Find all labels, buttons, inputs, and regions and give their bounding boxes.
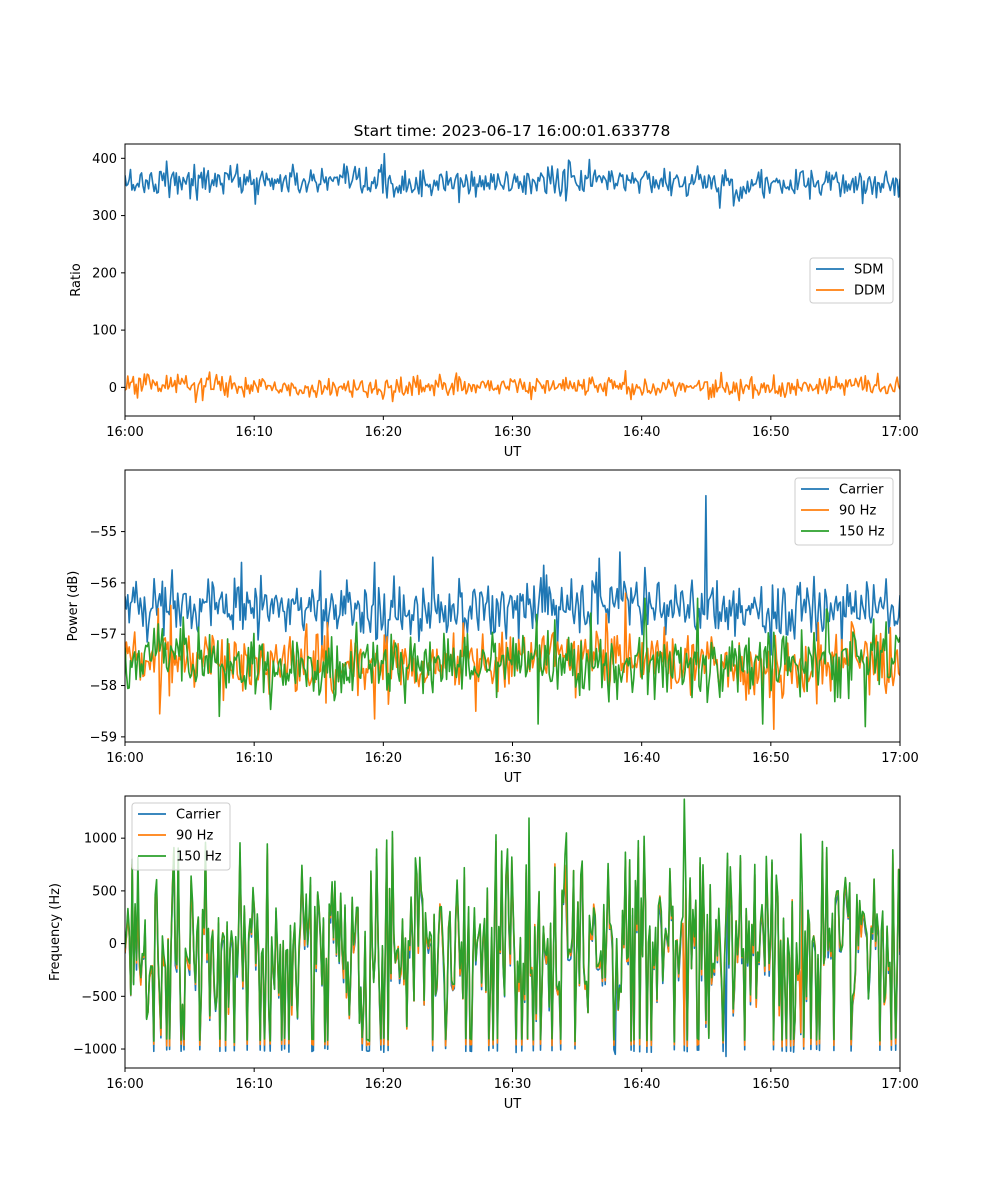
x-tick-label: 16:30 [494, 751, 531, 766]
y-tick-label: −59 [90, 730, 117, 745]
y-tick-label: 0 [109, 937, 117, 952]
series-lines [125, 152, 900, 404]
legend-entry: 90 Hz [839, 504, 876, 519]
series-lines [125, 798, 900, 1058]
x-tick-label: 16:50 [752, 425, 789, 440]
legend-box [794, 477, 894, 546]
x-tick-label: 17:00 [881, 751, 918, 766]
chart-title: Start time: 2023-06-17 16:00:01.633778 [354, 122, 671, 140]
legend-entry: DDM [854, 284, 885, 299]
x-tick-label: 16:40 [623, 1077, 660, 1092]
y-tick-label: −57 [90, 628, 117, 643]
legend-entry: 150 Hz [176, 850, 222, 865]
y-tick-label: 1000 [84, 832, 117, 847]
chart-panel-2: 16:00 16:10 16:20 16:30 16:40 16:50 17:00 UT −55… [66, 469, 919, 786]
x-tick-label: 17:00 [881, 1077, 918, 1092]
x-axis-label: UT [504, 445, 522, 460]
legend-entry: 150 Hz [839, 525, 885, 540]
series-line-sdm [125, 152, 900, 209]
legend: SDM DDM [809, 257, 894, 304]
x-tick-label: 16:30 [494, 1077, 531, 1092]
legend-entry: Carrier [176, 808, 221, 823]
series-line-150-hz [125, 798, 900, 1044]
y-axis-label: Frequency (Hz) [48, 883, 63, 981]
x-tick-label: 16:00 [106, 751, 143, 766]
x-tick-label: 16:10 [235, 1077, 272, 1092]
x-axis-label: UT [504, 771, 522, 786]
x-tick-label: 16:50 [752, 751, 789, 766]
y-tick-label: −55 [90, 525, 117, 540]
y-tick-label: −500 [81, 990, 117, 1005]
y-tick-label: 300 [92, 209, 117, 224]
x-axis-label: UT [504, 1097, 522, 1112]
x-tick-label: 16:20 [365, 425, 402, 440]
x-tick-label: 16:20 [365, 751, 402, 766]
x-tick-label: 16:50 [752, 1077, 789, 1092]
legend-entry: SDM [854, 263, 883, 278]
y-tick-label: −1000 [73, 1043, 117, 1058]
legend-entry: Carrier [839, 483, 884, 498]
y-tick-label: −58 [90, 679, 117, 694]
legend-entry: 90 Hz [176, 829, 213, 844]
y-tick-label: 0 [109, 381, 117, 396]
x-tick-label: 16:10 [235, 751, 272, 766]
x-tick-label: 16:10 [235, 425, 272, 440]
x-tick-label: 16:40 [623, 425, 660, 440]
legend: Carrier 90 Hz 150 Hz [131, 802, 231, 871]
chart-panel-1: 16:00 16:10 16:20 16:30 16:40 16:50 17:00 UT 0 10… [69, 143, 919, 460]
chart-panel-3: 16:00 16:10 16:20 16:30 16:40 16:50 17:00 UT 100… [48, 795, 919, 1112]
x-tick-label: 16:00 [106, 1077, 143, 1092]
x-tick-label: 16:30 [494, 425, 531, 440]
y-tick-label: 400 [92, 152, 117, 167]
y-tick-label: −56 [90, 576, 117, 591]
y-tick-label: 500 [92, 884, 117, 899]
x-tick-label: 16:20 [365, 1077, 402, 1092]
y-tick-label: 100 [92, 324, 117, 339]
y-axis-label: Power (dB) [66, 571, 81, 642]
y-axis-label: Ratio [69, 263, 84, 296]
legend-box [131, 802, 231, 871]
x-tick-label: 16:00 [106, 425, 143, 440]
x-tick-label: 16:40 [623, 751, 660, 766]
series-line-carrier [125, 494, 900, 656]
x-tick-label: 17:00 [881, 425, 918, 440]
series-line-150-hz [125, 597, 900, 728]
series-line-ddm [125, 370, 900, 404]
panels-group: 16:00 16:10 16:20 16:30 16:40 16:50 17:00 UT 0 10… [48, 143, 919, 1112]
legend: Carrier 90 Hz 150 Hz [794, 477, 894, 546]
series-lines [125, 494, 900, 730]
y-tick-label: 200 [92, 266, 117, 281]
